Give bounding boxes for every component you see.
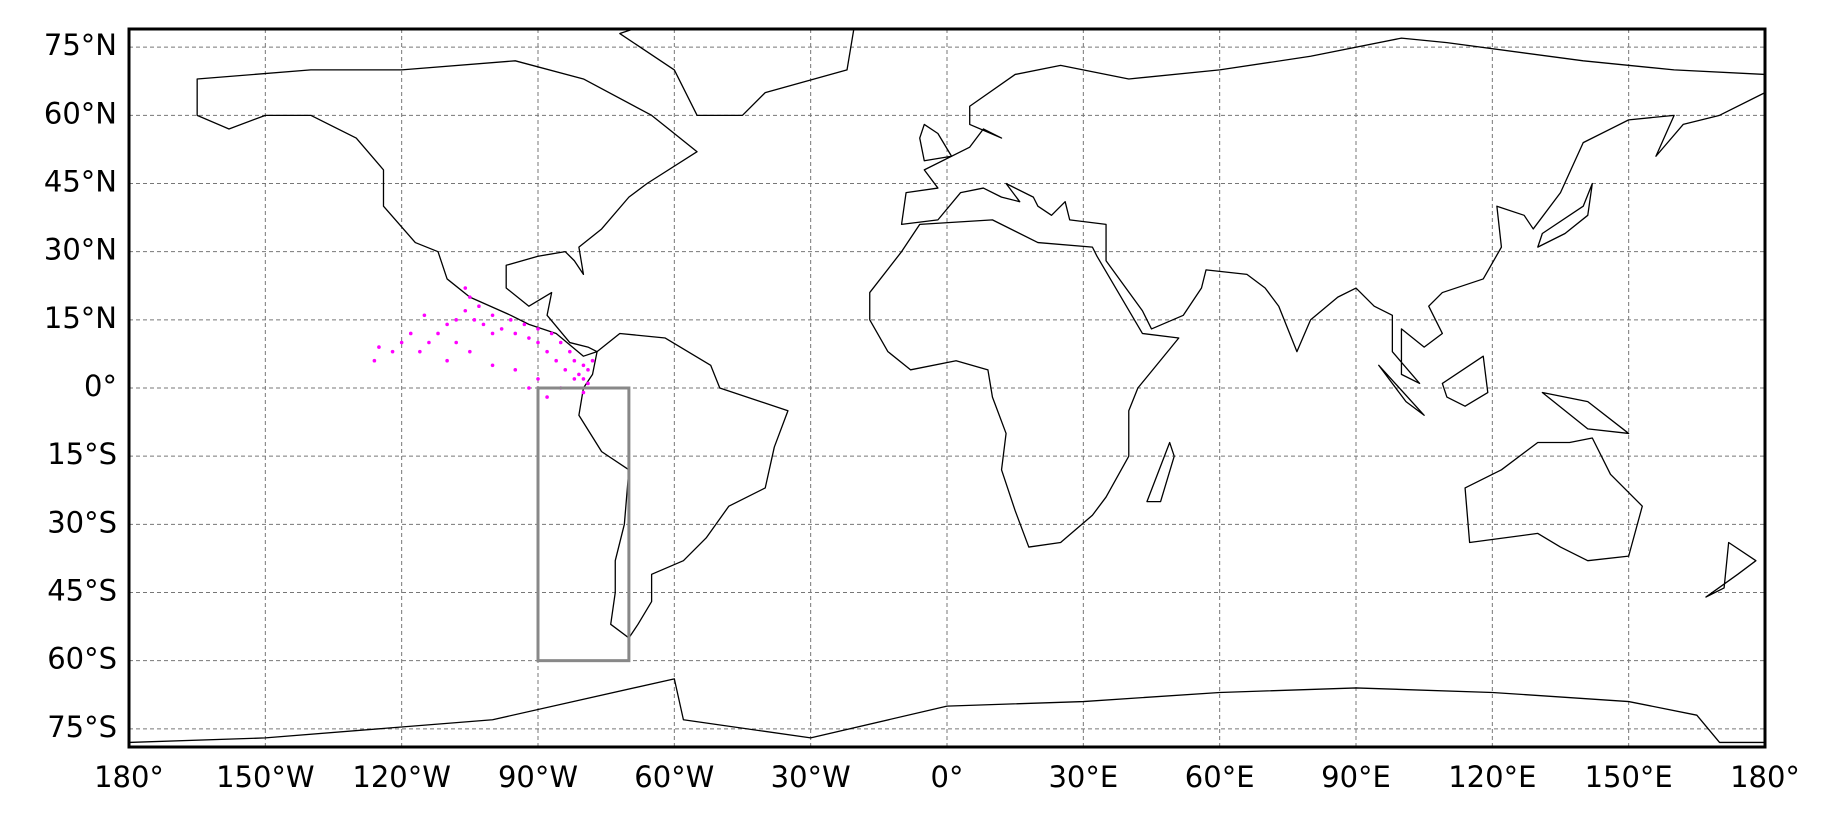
- y-tick-label: 75°N: [44, 28, 117, 62]
- region-box: [536, 386, 631, 663]
- y-tick-label: 0°: [84, 369, 117, 403]
- y-tick-label: 15°S: [47, 437, 117, 471]
- point: [549, 331, 554, 336]
- point: [577, 372, 581, 377]
- point: [490, 363, 495, 368]
- y-tick-label: 30°N: [44, 233, 117, 267]
- point: [536, 327, 540, 331]
- madagascar: [1147, 443, 1174, 502]
- point: [558, 340, 563, 345]
- point: [454, 318, 459, 322]
- point: [527, 386, 531, 390]
- point: [513, 368, 518, 372]
- y-tick-label: 30°S: [47, 505, 117, 539]
- point: [536, 377, 540, 381]
- new-zealand: [1706, 543, 1756, 598]
- britain: [920, 124, 952, 160]
- eurasia: [902, 38, 1765, 383]
- x-tick-label: 180°: [94, 760, 164, 794]
- borneo: [1442, 356, 1487, 406]
- point: [568, 349, 572, 354]
- point: [445, 358, 449, 363]
- point: [508, 318, 513, 322]
- frame: [127, 27, 1767, 749]
- point: [408, 331, 413, 336]
- point: [399, 340, 404, 345]
- x-tick-label: 30°E: [1048, 760, 1118, 794]
- x-tick-label: 90°W: [498, 760, 578, 794]
- point: [477, 304, 481, 309]
- coastlines-clip: [129, 15, 1765, 742]
- x-tick-label: 0°: [931, 760, 964, 794]
- y-tick-label: 60°S: [47, 642, 117, 676]
- point: [563, 368, 568, 372]
- new-guinea: [1542, 393, 1628, 434]
- sumatra: [1379, 365, 1424, 415]
- point: [454, 340, 459, 345]
- point: [581, 363, 586, 368]
- y-tick-label: 45°N: [44, 165, 117, 199]
- point: [499, 327, 504, 331]
- point: [490, 313, 495, 318]
- africa: [870, 220, 1179, 547]
- point: [436, 331, 440, 336]
- south-america: [579, 333, 788, 637]
- x-tick-label: 30°W: [771, 760, 851, 794]
- antarctica: [129, 679, 1765, 743]
- x-tick-label: 120°E: [1448, 760, 1536, 794]
- x-tick-label: 150°W: [216, 760, 315, 794]
- point: [527, 336, 531, 340]
- x-tick-label: 120°W: [352, 760, 451, 794]
- coastlines: [129, 15, 1765, 742]
- point: [445, 322, 449, 327]
- point: [572, 377, 577, 381]
- point: [522, 322, 527, 327]
- marks: [372, 286, 631, 663]
- y-tick-label: 75°S: [47, 710, 117, 744]
- grid: [128, 29, 1766, 747]
- point: [581, 377, 586, 381]
- point: [472, 318, 477, 322]
- point: [372, 358, 377, 363]
- x-tick-label: 150°E: [1585, 760, 1673, 794]
- point: [481, 322, 486, 327]
- point: [468, 349, 472, 354]
- greenland: [620, 15, 856, 115]
- y-tick-label: 60°N: [44, 96, 117, 130]
- x-tick-label: 60°W: [634, 760, 714, 794]
- point: [390, 349, 395, 354]
- point: [513, 331, 518, 336]
- point: [554, 358, 558, 363]
- point: [586, 368, 590, 372]
- point: [468, 295, 472, 299]
- x-tick-label: 180°: [1730, 760, 1800, 794]
- point: [536, 340, 540, 345]
- north-america: [197, 61, 697, 356]
- japan: [1538, 184, 1593, 248]
- point: [427, 340, 431, 345]
- x-tick-label: 60°E: [1185, 760, 1255, 794]
- point: [581, 390, 586, 395]
- point: [572, 358, 577, 363]
- point: [545, 395, 549, 399]
- x-tick-label: 90°E: [1321, 760, 1391, 794]
- point: [418, 349, 422, 354]
- y-tick-label: 45°S: [47, 573, 117, 607]
- point: [463, 286, 468, 290]
- point: [377, 345, 381, 349]
- point: [463, 308, 468, 313]
- australia: [1465, 438, 1642, 561]
- point: [422, 313, 427, 318]
- point: [590, 358, 595, 363]
- point: [586, 381, 590, 386]
- point: [490, 331, 495, 336]
- point: [545, 349, 549, 354]
- y-tick-label: 15°N: [44, 301, 117, 335]
